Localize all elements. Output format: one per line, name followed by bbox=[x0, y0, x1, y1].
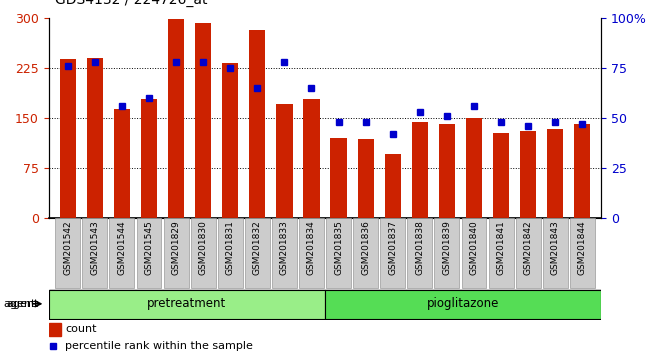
Bar bbox=[330, 138, 346, 218]
Bar bbox=[520, 131, 536, 218]
FancyBboxPatch shape bbox=[109, 218, 135, 288]
FancyBboxPatch shape bbox=[272, 218, 297, 288]
Bar bbox=[222, 63, 239, 218]
FancyBboxPatch shape bbox=[136, 218, 161, 288]
Text: GDS4132 / 224726_at: GDS4132 / 224726_at bbox=[55, 0, 208, 7]
Bar bbox=[304, 99, 320, 218]
Text: GSM201838: GSM201838 bbox=[415, 221, 424, 275]
FancyBboxPatch shape bbox=[380, 218, 405, 288]
Text: GSM201842: GSM201842 bbox=[524, 221, 532, 275]
Bar bbox=[574, 124, 590, 218]
FancyBboxPatch shape bbox=[353, 218, 378, 288]
Text: GSM201829: GSM201829 bbox=[172, 221, 181, 275]
FancyBboxPatch shape bbox=[570, 218, 595, 288]
Bar bbox=[493, 133, 509, 218]
FancyBboxPatch shape bbox=[245, 218, 270, 288]
Bar bbox=[114, 109, 130, 218]
Bar bbox=[49, 323, 61, 336]
FancyBboxPatch shape bbox=[489, 218, 514, 288]
Text: pretreatment: pretreatment bbox=[148, 297, 226, 310]
FancyBboxPatch shape bbox=[543, 218, 567, 288]
FancyBboxPatch shape bbox=[49, 290, 325, 319]
Bar bbox=[141, 99, 157, 218]
Text: GSM201833: GSM201833 bbox=[280, 221, 289, 275]
Bar bbox=[547, 129, 564, 218]
FancyBboxPatch shape bbox=[55, 218, 80, 288]
Text: GSM201841: GSM201841 bbox=[497, 221, 506, 275]
Text: GSM201544: GSM201544 bbox=[118, 221, 126, 275]
FancyBboxPatch shape bbox=[325, 290, 601, 319]
Bar bbox=[358, 139, 374, 218]
Text: pioglitazone: pioglitazone bbox=[427, 297, 499, 310]
Bar bbox=[411, 122, 428, 218]
Bar bbox=[385, 154, 401, 218]
Text: agent: agent bbox=[6, 299, 39, 309]
FancyBboxPatch shape bbox=[218, 218, 242, 288]
Text: GSM201839: GSM201839 bbox=[443, 221, 451, 275]
FancyBboxPatch shape bbox=[408, 218, 432, 288]
FancyBboxPatch shape bbox=[190, 218, 216, 288]
Text: GSM201836: GSM201836 bbox=[361, 221, 370, 275]
FancyBboxPatch shape bbox=[299, 218, 324, 288]
FancyBboxPatch shape bbox=[83, 218, 107, 288]
Text: percentile rank within the sample: percentile rank within the sample bbox=[65, 341, 254, 350]
Bar bbox=[168, 19, 184, 218]
Text: GSM201837: GSM201837 bbox=[388, 221, 397, 275]
FancyBboxPatch shape bbox=[515, 218, 541, 288]
Bar bbox=[439, 124, 455, 218]
Text: GSM201542: GSM201542 bbox=[63, 221, 72, 275]
Text: GSM201843: GSM201843 bbox=[551, 221, 560, 275]
FancyBboxPatch shape bbox=[462, 218, 486, 288]
Text: GSM201835: GSM201835 bbox=[334, 221, 343, 275]
Text: GSM201834: GSM201834 bbox=[307, 221, 316, 275]
Text: GSM201831: GSM201831 bbox=[226, 221, 235, 275]
Text: GSM201830: GSM201830 bbox=[199, 221, 207, 275]
Bar bbox=[195, 23, 211, 218]
Text: GSM201844: GSM201844 bbox=[578, 221, 587, 275]
Bar bbox=[276, 104, 292, 218]
Bar bbox=[86, 58, 103, 218]
Text: GSM201832: GSM201832 bbox=[253, 221, 262, 275]
Text: GSM201543: GSM201543 bbox=[90, 221, 99, 275]
FancyBboxPatch shape bbox=[326, 218, 351, 288]
FancyBboxPatch shape bbox=[164, 218, 188, 288]
Text: count: count bbox=[65, 324, 97, 334]
Bar bbox=[249, 30, 265, 218]
Text: GSM201840: GSM201840 bbox=[469, 221, 478, 275]
Text: agent: agent bbox=[3, 299, 36, 309]
Bar bbox=[466, 118, 482, 218]
Bar bbox=[60, 59, 76, 218]
Text: GSM201545: GSM201545 bbox=[144, 221, 153, 275]
FancyBboxPatch shape bbox=[434, 218, 460, 288]
